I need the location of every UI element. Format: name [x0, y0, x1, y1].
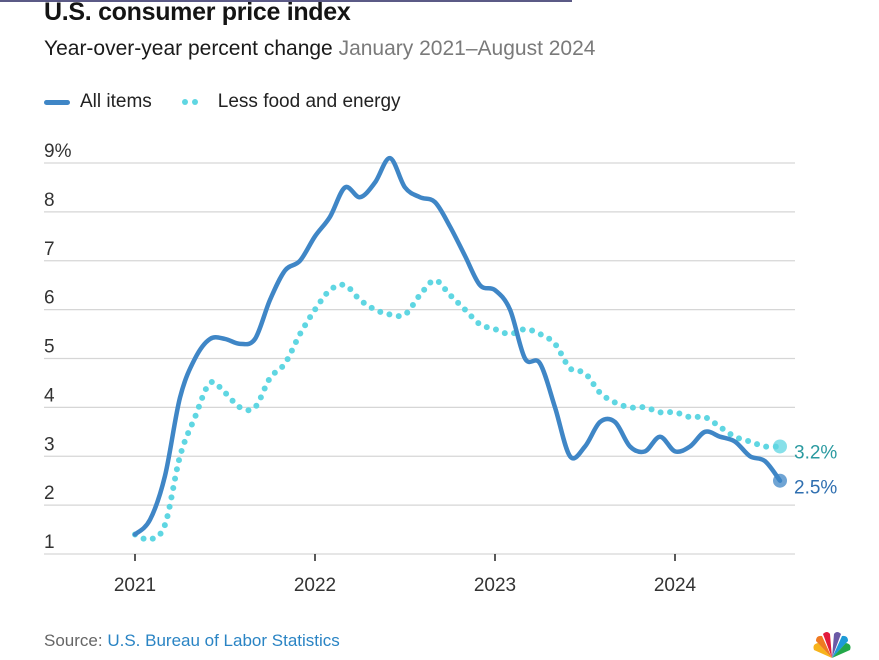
source-label: Source: [44, 631, 103, 650]
y-tick-label: 9% [44, 141, 72, 162]
y-tick-label: 5 [44, 337, 55, 358]
source-note: Source: U.S. Bureau of Labor Statistics [44, 631, 340, 651]
y-tick-label: 6 [44, 288, 55, 309]
legend-dotted-line-icon [181, 99, 198, 105]
source-link[interactable]: U.S. Bureau of Labor Statistics [107, 631, 340, 650]
y-tick-label: 2 [44, 483, 55, 504]
legend: All items Less food and energy [44, 91, 401, 113]
y-tick-label: 1 [44, 532, 55, 553]
legend-all-items: All items [80, 91, 152, 112]
end-marker-all-items [773, 473, 787, 488]
series-line-all-items [132, 155, 783, 537]
end-label-all-items: 2.5% [794, 478, 837, 499]
x-tick-label: 2024 [654, 575, 697, 596]
y-tick-label: 4 [44, 385, 55, 406]
top-accent-bar [0, 0, 572, 2]
y-tick-label: 7 [44, 239, 55, 260]
y-tick-label: 3 [44, 434, 55, 455]
end-marker-less-food-and-energy [773, 439, 787, 454]
x-tick-label: 2021 [114, 575, 156, 596]
chart-title: U.S. consumer price index [44, 0, 351, 26]
legend-core: Less food and energy [217, 91, 401, 112]
x-tick-label: 2022 [294, 575, 336, 596]
x-tick-label: 2023 [474, 575, 516, 596]
legend-solid-line-icon [44, 99, 70, 105]
nbc-peacock-icon [813, 632, 851, 658]
y-tick-label: 8 [44, 190, 55, 211]
end-label-less-food-and-energy: 3.2% [794, 442, 837, 463]
chart-subtitle: Year-over-year percent change January 20… [44, 37, 595, 61]
series-line-less-food-and-energy [132, 277, 783, 543]
date-range: January 2021–August 2024 [338, 37, 596, 60]
subtitle-text: Year-over-year percent change [44, 37, 333, 60]
